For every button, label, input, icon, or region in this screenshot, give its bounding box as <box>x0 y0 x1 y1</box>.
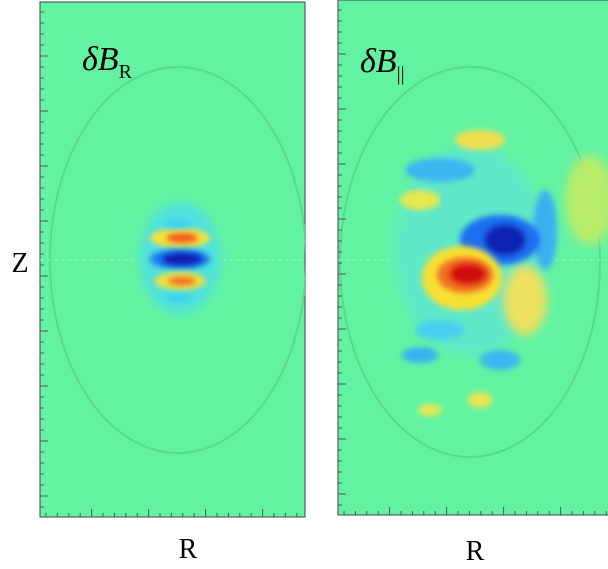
tick-marks <box>40 9 607 517</box>
panel-right: δB|| R <box>337 0 608 567</box>
x-axis-label: R <box>466 536 485 567</box>
y-axis-label: Z <box>11 248 28 279</box>
x-axis-label: R <box>179 534 198 565</box>
field-map <box>40 66 305 454</box>
panel-title: δB|| <box>360 43 405 85</box>
field-map <box>338 66 608 458</box>
panel-left: δBR R Z <box>11 1 306 565</box>
panel-title: δBR <box>82 41 133 83</box>
